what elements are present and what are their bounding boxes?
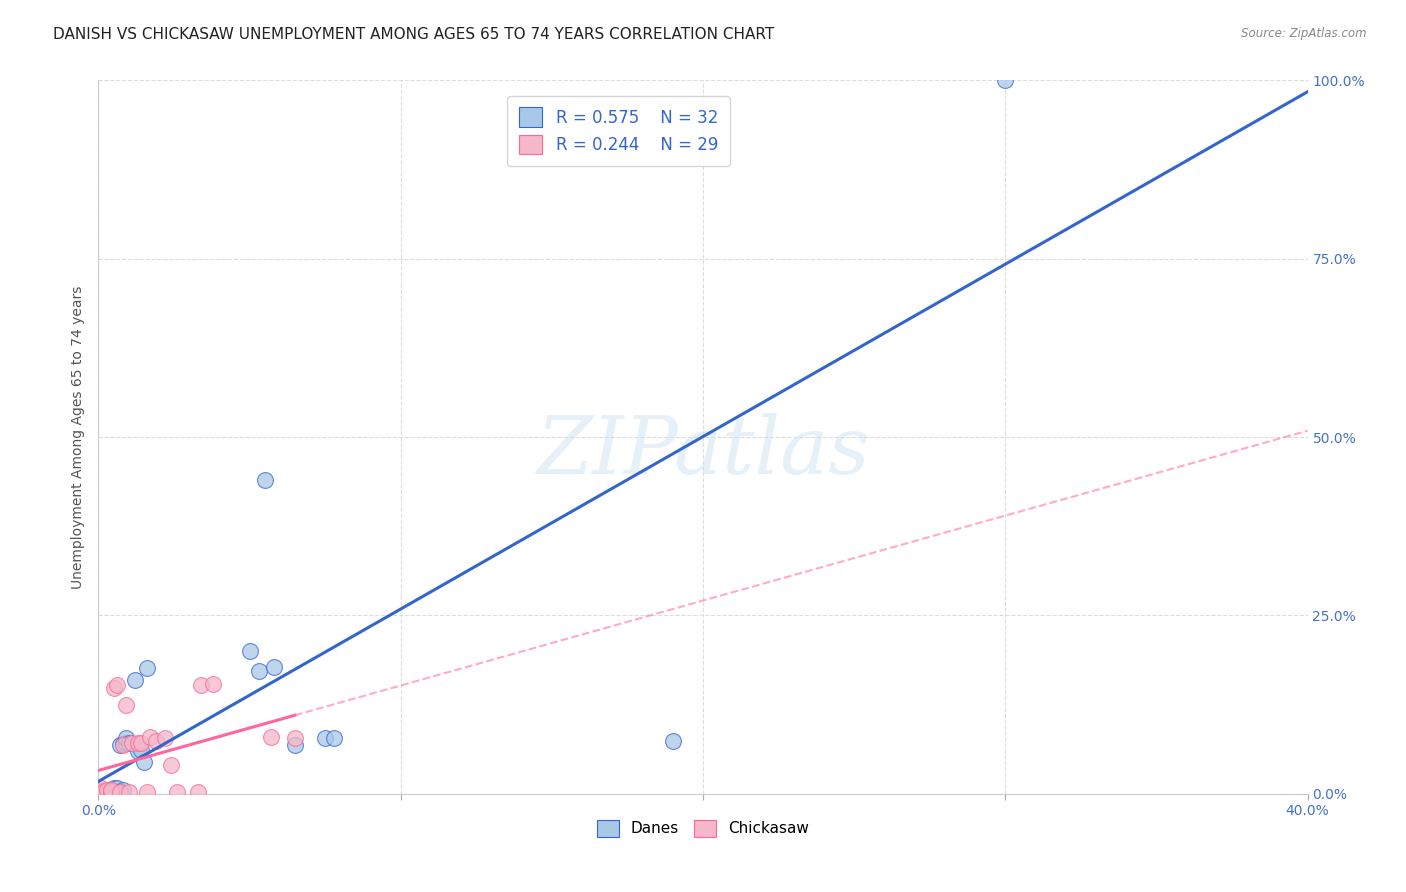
Point: [103, 781, 125, 796]
Point: [111, 782, 134, 797]
Point: [114, 698, 136, 713]
Point: [260, 730, 283, 744]
Point: [253, 473, 276, 487]
Point: [314, 731, 336, 746]
Point: [135, 661, 157, 675]
Point: [103, 785, 125, 799]
Point: [100, 784, 122, 798]
Point: [90, 787, 112, 801]
Text: Source: ZipAtlas.com: Source: ZipAtlas.com: [1241, 27, 1367, 40]
Point: [100, 787, 122, 801]
Point: [118, 785, 141, 799]
Point: [239, 644, 262, 658]
Point: [103, 784, 125, 798]
Point: [129, 742, 152, 756]
Point: [187, 785, 209, 799]
Point: [121, 735, 143, 749]
Point: [100, 785, 122, 799]
Point: [90, 785, 112, 799]
Point: [160, 758, 183, 772]
Point: [153, 731, 176, 746]
Point: [994, 73, 1017, 87]
Point: [127, 744, 149, 758]
Point: [166, 785, 188, 799]
Point: [96, 785, 118, 799]
Point: [100, 785, 122, 799]
Point: [105, 678, 128, 692]
Point: [127, 735, 149, 749]
Point: [118, 735, 141, 749]
Point: [108, 785, 131, 799]
Point: [114, 731, 136, 746]
Point: [661, 734, 683, 748]
Point: [87, 785, 110, 799]
Point: [93, 785, 115, 799]
Point: [284, 739, 307, 753]
Point: [111, 737, 134, 751]
Point: [247, 664, 270, 678]
Point: [93, 787, 115, 801]
Point: [90, 784, 112, 798]
Point: [114, 735, 136, 749]
Point: [139, 730, 162, 744]
Point: [93, 784, 115, 798]
Point: [90, 781, 112, 796]
Point: [132, 756, 155, 770]
Y-axis label: Unemployment Among Ages 65 to 74 years: Unemployment Among Ages 65 to 74 years: [70, 285, 84, 589]
Point: [87, 784, 110, 798]
Point: [124, 673, 146, 687]
Point: [202, 677, 225, 691]
Point: [284, 731, 307, 746]
Text: ZIPatlas: ZIPatlas: [536, 413, 870, 490]
Point: [108, 785, 131, 799]
Point: [103, 681, 125, 696]
Point: [105, 781, 128, 796]
Point: [108, 739, 131, 753]
Text: DANISH VS CHICKASAW UNEMPLOYMENT AMONG AGES 65 TO 74 YEARS CORRELATION CHART: DANISH VS CHICKASAW UNEMPLOYMENT AMONG A…: [53, 27, 775, 42]
Point: [135, 785, 157, 799]
Point: [111, 739, 134, 753]
Point: [96, 782, 118, 797]
Point: [190, 678, 212, 692]
Point: [100, 782, 122, 797]
Point: [323, 731, 346, 746]
Legend: Danes, Chickasaw: Danes, Chickasaw: [591, 814, 815, 843]
Point: [145, 734, 167, 748]
Point: [263, 660, 285, 674]
Point: [129, 735, 152, 749]
